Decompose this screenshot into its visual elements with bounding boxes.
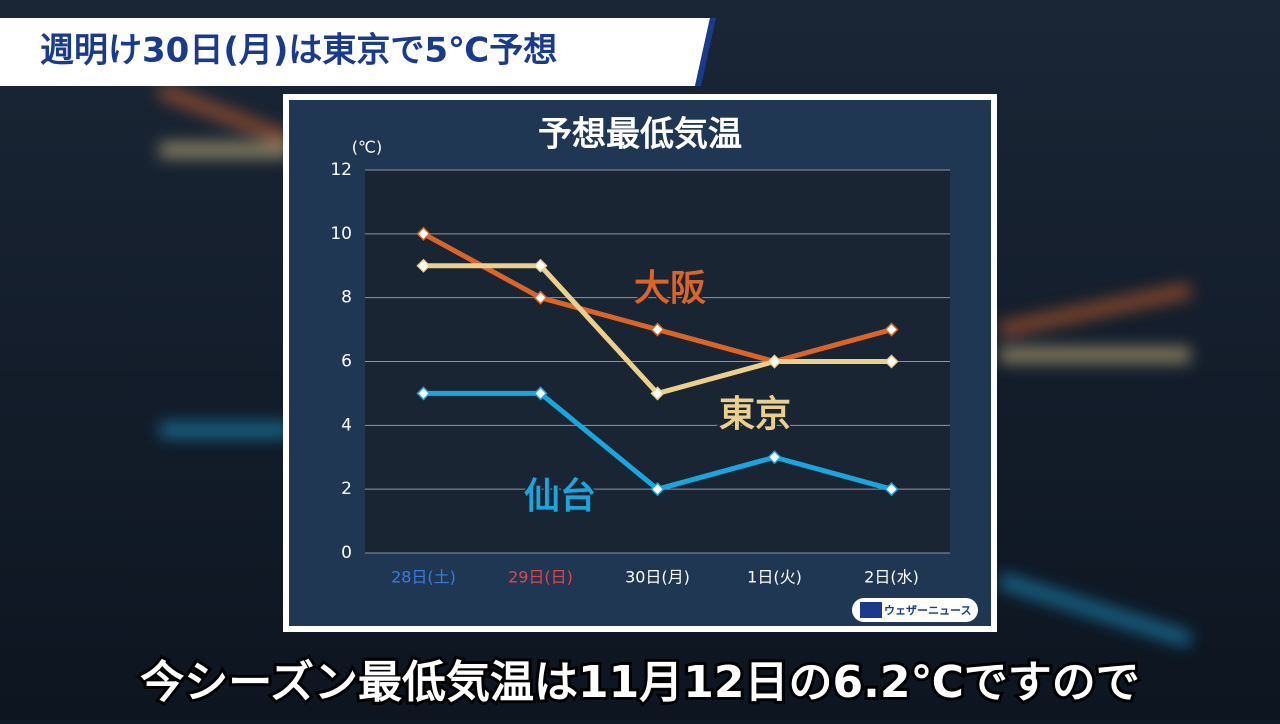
y-unit: (℃) [352,138,382,157]
x-tick-label: 29日(日) [508,568,573,587]
logo-badge [852,598,978,622]
x-tick-label: 2日(水) [864,568,919,587]
y-tick-label: 10 [330,224,352,244]
caption: 今シーズン最低気温は11月12日の6.2℃ですので [140,657,1140,708]
headline: 週明け30日(月)は東京で5℃予想 [40,31,557,71]
data-point [650,322,665,337]
series-label: 大阪 [634,268,706,309]
logo-icon [860,602,882,618]
y-tick-label: 4 [341,415,352,435]
y-tick-label: 0 [341,543,352,563]
data-point [416,226,431,241]
x-tick-label: 1日(火) [747,568,802,587]
data-point [884,482,899,497]
data-point [533,258,548,273]
data-point [884,354,899,369]
series-label: 東京 [719,393,791,435]
x-tick-label: 30日(月) [625,568,690,587]
y-tick-label: 12 [330,160,352,180]
blurred-backdrop [157,83,1193,647]
headline-banner [0,18,710,86]
banner-accent [695,18,716,86]
data-point [767,450,782,465]
y-tick-label: 8 [341,288,352,308]
data-point [767,354,782,369]
chart: 0 2 4 6 8 10 12 28日(土) 29日(日) 30日(月) 1日(火) 2日(水) 大阪東… [330,160,950,587]
data-point [416,258,431,273]
series-label: 仙台 [524,476,596,517]
y-tick-label: 2 [341,479,352,499]
chart-title: 予想最低気温 [538,115,742,155]
data-point [650,386,665,401]
data-point [650,482,665,497]
data-point [533,386,548,401]
x-tick-label: 28日(土) [391,568,456,587]
logo-text: ウェザーニュース [884,604,971,617]
data-point [416,386,431,401]
y-tick-label: 6 [341,352,352,372]
data-point [884,322,899,337]
data-point [533,290,548,305]
